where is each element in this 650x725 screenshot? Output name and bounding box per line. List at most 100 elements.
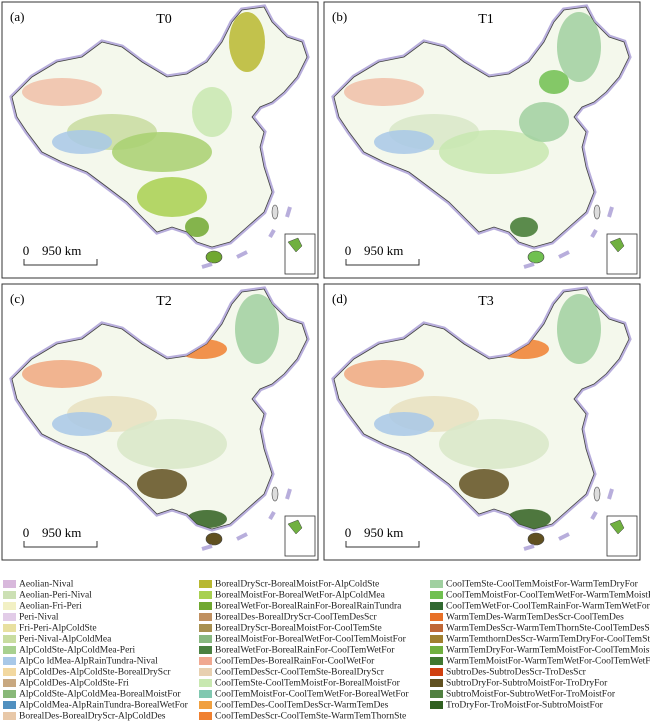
legend-swatch <box>430 624 443 632</box>
island <box>593 204 601 220</box>
zone-patch <box>229 12 265 72</box>
inset-coast <box>609 237 625 253</box>
legend-swatch <box>3 690 16 698</box>
map-panel: (c) T2 0 950 km <box>1 283 319 561</box>
legend-label: AlpColdDes-AlpColdSte-BorealDryScr <box>19 668 171 678</box>
legend-swatch <box>199 591 212 599</box>
legend-swatch <box>430 591 443 599</box>
legend-label: BorealMoistFor-BorealWetFor-CoolTemMoist… <box>215 635 407 645</box>
scale-start: 0 <box>23 525 30 540</box>
zone-patch <box>439 130 549 174</box>
zone-patch <box>112 132 212 172</box>
legend-swatch <box>3 580 16 588</box>
legend-swatch <box>430 580 443 588</box>
scale-bar <box>345 541 420 548</box>
legend-swatch <box>199 657 212 665</box>
zone-patch <box>459 469 509 499</box>
legend-label: WarmTemDesScr-WarmTemThornSte-CoolTemDes… <box>446 624 650 634</box>
zone-patch <box>439 419 549 469</box>
inset-coast <box>287 237 303 253</box>
legend-swatch <box>199 701 212 709</box>
legend-swatch <box>199 712 212 720</box>
legend-label: CoolTemSte-CoolTemMoistFor-WarmTemDryFor <box>446 580 639 590</box>
legend-swatch <box>430 646 443 654</box>
legend-label: Peri-Nival-AlpColdMea <box>19 635 112 645</box>
inset-box <box>284 515 316 557</box>
map-panel: (a) T0 0 950 km <box>1 1 319 279</box>
legend-swatch <box>199 646 212 654</box>
zone-patch <box>235 294 279 364</box>
island <box>271 486 279 502</box>
legend-label: WarmTemDes-WarmTemDesScr-CoolTemDes <box>446 613 624 623</box>
legend-swatch <box>199 602 212 610</box>
country-fill <box>333 6 630 248</box>
legend-label: AlpColdSte-AlpColdMea-BorealMoistFor <box>19 690 181 700</box>
zone-patches <box>344 12 601 237</box>
inset-box <box>284 233 316 275</box>
legend-swatch <box>3 701 16 709</box>
scale-start: 0 <box>345 243 352 258</box>
map-panel: (b) T1 0 950 km <box>323 1 641 279</box>
zone-patch <box>185 217 209 237</box>
legend-swatch <box>3 602 16 610</box>
legend-label: WarmTemthornDesScr-WarmTemDryFor-CoolTem… <box>446 635 650 645</box>
scale-label: 950 km <box>42 243 81 258</box>
legend-swatch <box>3 613 16 621</box>
zone-patch <box>344 360 424 388</box>
legend-label: CoolTemDesScr-CoolTemSte-WarmTemThornSte <box>215 712 406 722</box>
legend-label: WarmTemMoistFor-WarmTemWetFor-CoolTemWet… <box>446 657 650 667</box>
inset-box <box>606 233 638 275</box>
panel-label: (a) <box>10 9 24 24</box>
scale-bar <box>345 259 420 266</box>
legend-label: BorealDryScr-BorealMoistFor-AlpColdSte <box>215 580 379 590</box>
legend-swatch <box>3 712 16 720</box>
island <box>527 532 545 546</box>
panel-label: (d) <box>332 291 347 306</box>
legend-label: BorealWetFor-BorealRainFor-CoolTemWetFor <box>215 646 395 656</box>
legend-label: CoolTemWetFor-CoolTemRainFor-WarmTemWetF… <box>446 602 650 612</box>
legend-label: Fri-Peri-AlpColdSte <box>19 624 97 634</box>
legend-label: Aeolian-Nival <box>19 580 74 590</box>
sea-boundary <box>201 488 292 551</box>
scale-bar <box>23 541 98 548</box>
legend-label: SubtroMoistFor-SubtroWetFor-TroMoistFor <box>446 690 616 700</box>
legend-label: CoolTemMoistFor-CoolTemWetFor-WarmTemMoi… <box>446 591 650 601</box>
zone-patch <box>192 87 232 137</box>
country-fill <box>11 6 308 248</box>
legend-swatch <box>430 635 443 643</box>
island <box>205 250 223 264</box>
zone-patch <box>187 510 227 528</box>
zone-patch <box>22 78 102 106</box>
legend-swatch <box>199 668 212 676</box>
zone-patch <box>117 419 227 469</box>
legend-swatch <box>199 690 212 698</box>
country-fill <box>333 288 630 530</box>
legend-label: BorealMoistFor-BorealWetFor-AlpColdMea <box>215 591 386 601</box>
legend: Aeolian-NivalAeolian-Peri-NivalAeolian-F… <box>3 580 650 722</box>
scale-start: 0 <box>345 525 352 540</box>
island <box>593 486 601 502</box>
legend-label: AlpColdSte-AlpColdMea-Peri <box>19 646 135 656</box>
inset-coast <box>287 519 303 535</box>
sea-boundary <box>201 206 292 269</box>
zone-patches <box>22 294 279 528</box>
island <box>271 204 279 220</box>
legend-swatch <box>430 690 443 698</box>
zone-patch <box>557 294 601 364</box>
legend-label: CoolTemDes-CoolTemDesScr-WarmTemDes <box>215 701 389 711</box>
legend-swatch <box>199 613 212 621</box>
legend-label: TroDryFor-TroMoistFor-SubtroMoistFor <box>446 701 604 711</box>
legend-label: Aeolian-Peri-Nival <box>19 591 92 601</box>
legend-swatch <box>430 602 443 610</box>
panel-label: (c) <box>10 291 24 306</box>
inset-box <box>606 515 638 557</box>
zone-patch <box>137 469 187 499</box>
legend-label: SubtroDryFor-SubtroMoistFor-TroDryFor <box>446 679 608 689</box>
inset-coast <box>609 519 625 535</box>
legend-swatch <box>199 635 212 643</box>
scale-label: 950 km <box>364 525 403 540</box>
legend-swatch <box>3 591 16 599</box>
zone-patch <box>510 217 538 237</box>
legend-label: Aeolian-Fri-Peri <box>19 602 82 612</box>
